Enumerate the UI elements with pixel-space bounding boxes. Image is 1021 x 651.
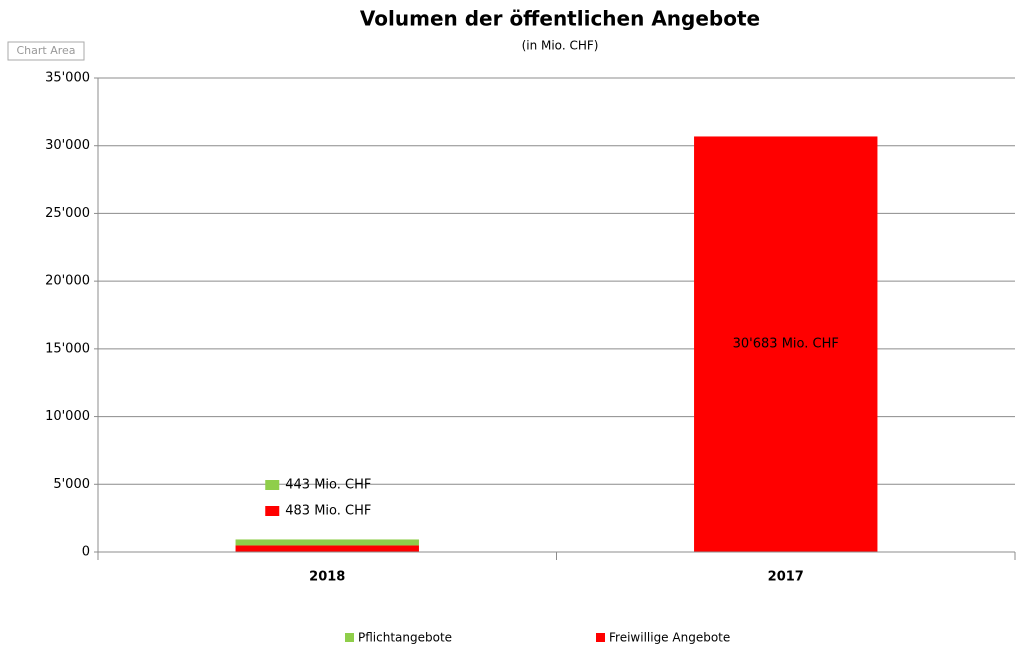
x-tick-label: 2017 (768, 570, 804, 585)
label-key (265, 506, 280, 516)
bar-segment (235, 545, 419, 552)
chart-subtitle: (in Mio. CHF) (522, 39, 599, 53)
bar-segment (235, 539, 419, 546)
chart-title: Volumen der öffentlichen Angebote (360, 7, 760, 31)
y-tick-label: 15'000 (45, 341, 90, 356)
legend-label: Pflichtangebote (358, 631, 452, 645)
legend-key (596, 633, 605, 642)
y-tick-label: 20'000 (45, 274, 90, 289)
data-label: 30'683 Mio. CHF (733, 337, 839, 352)
data-label: 483 Mio. CHF (285, 504, 371, 519)
bar-segment (694, 136, 878, 552)
y-tick-label: 10'000 (45, 409, 90, 424)
tooltip: Chart Area (16, 44, 75, 57)
y-tick-label: 25'000 (45, 206, 90, 221)
legend-label: Freiwillige Angebote (609, 631, 730, 645)
x-tick-label: 2018 (309, 570, 345, 585)
tooltip-box (7, 41, 85, 61)
y-tick-label: 35'000 (45, 71, 90, 86)
y-tick-label: 0 (82, 545, 90, 560)
data-label: 443 Mio. CHF (285, 478, 371, 493)
y-tick-label: 5'000 (53, 477, 90, 492)
label-key (265, 480, 280, 490)
y-tick-label: 30'000 (45, 138, 90, 153)
legend-key (345, 633, 354, 642)
